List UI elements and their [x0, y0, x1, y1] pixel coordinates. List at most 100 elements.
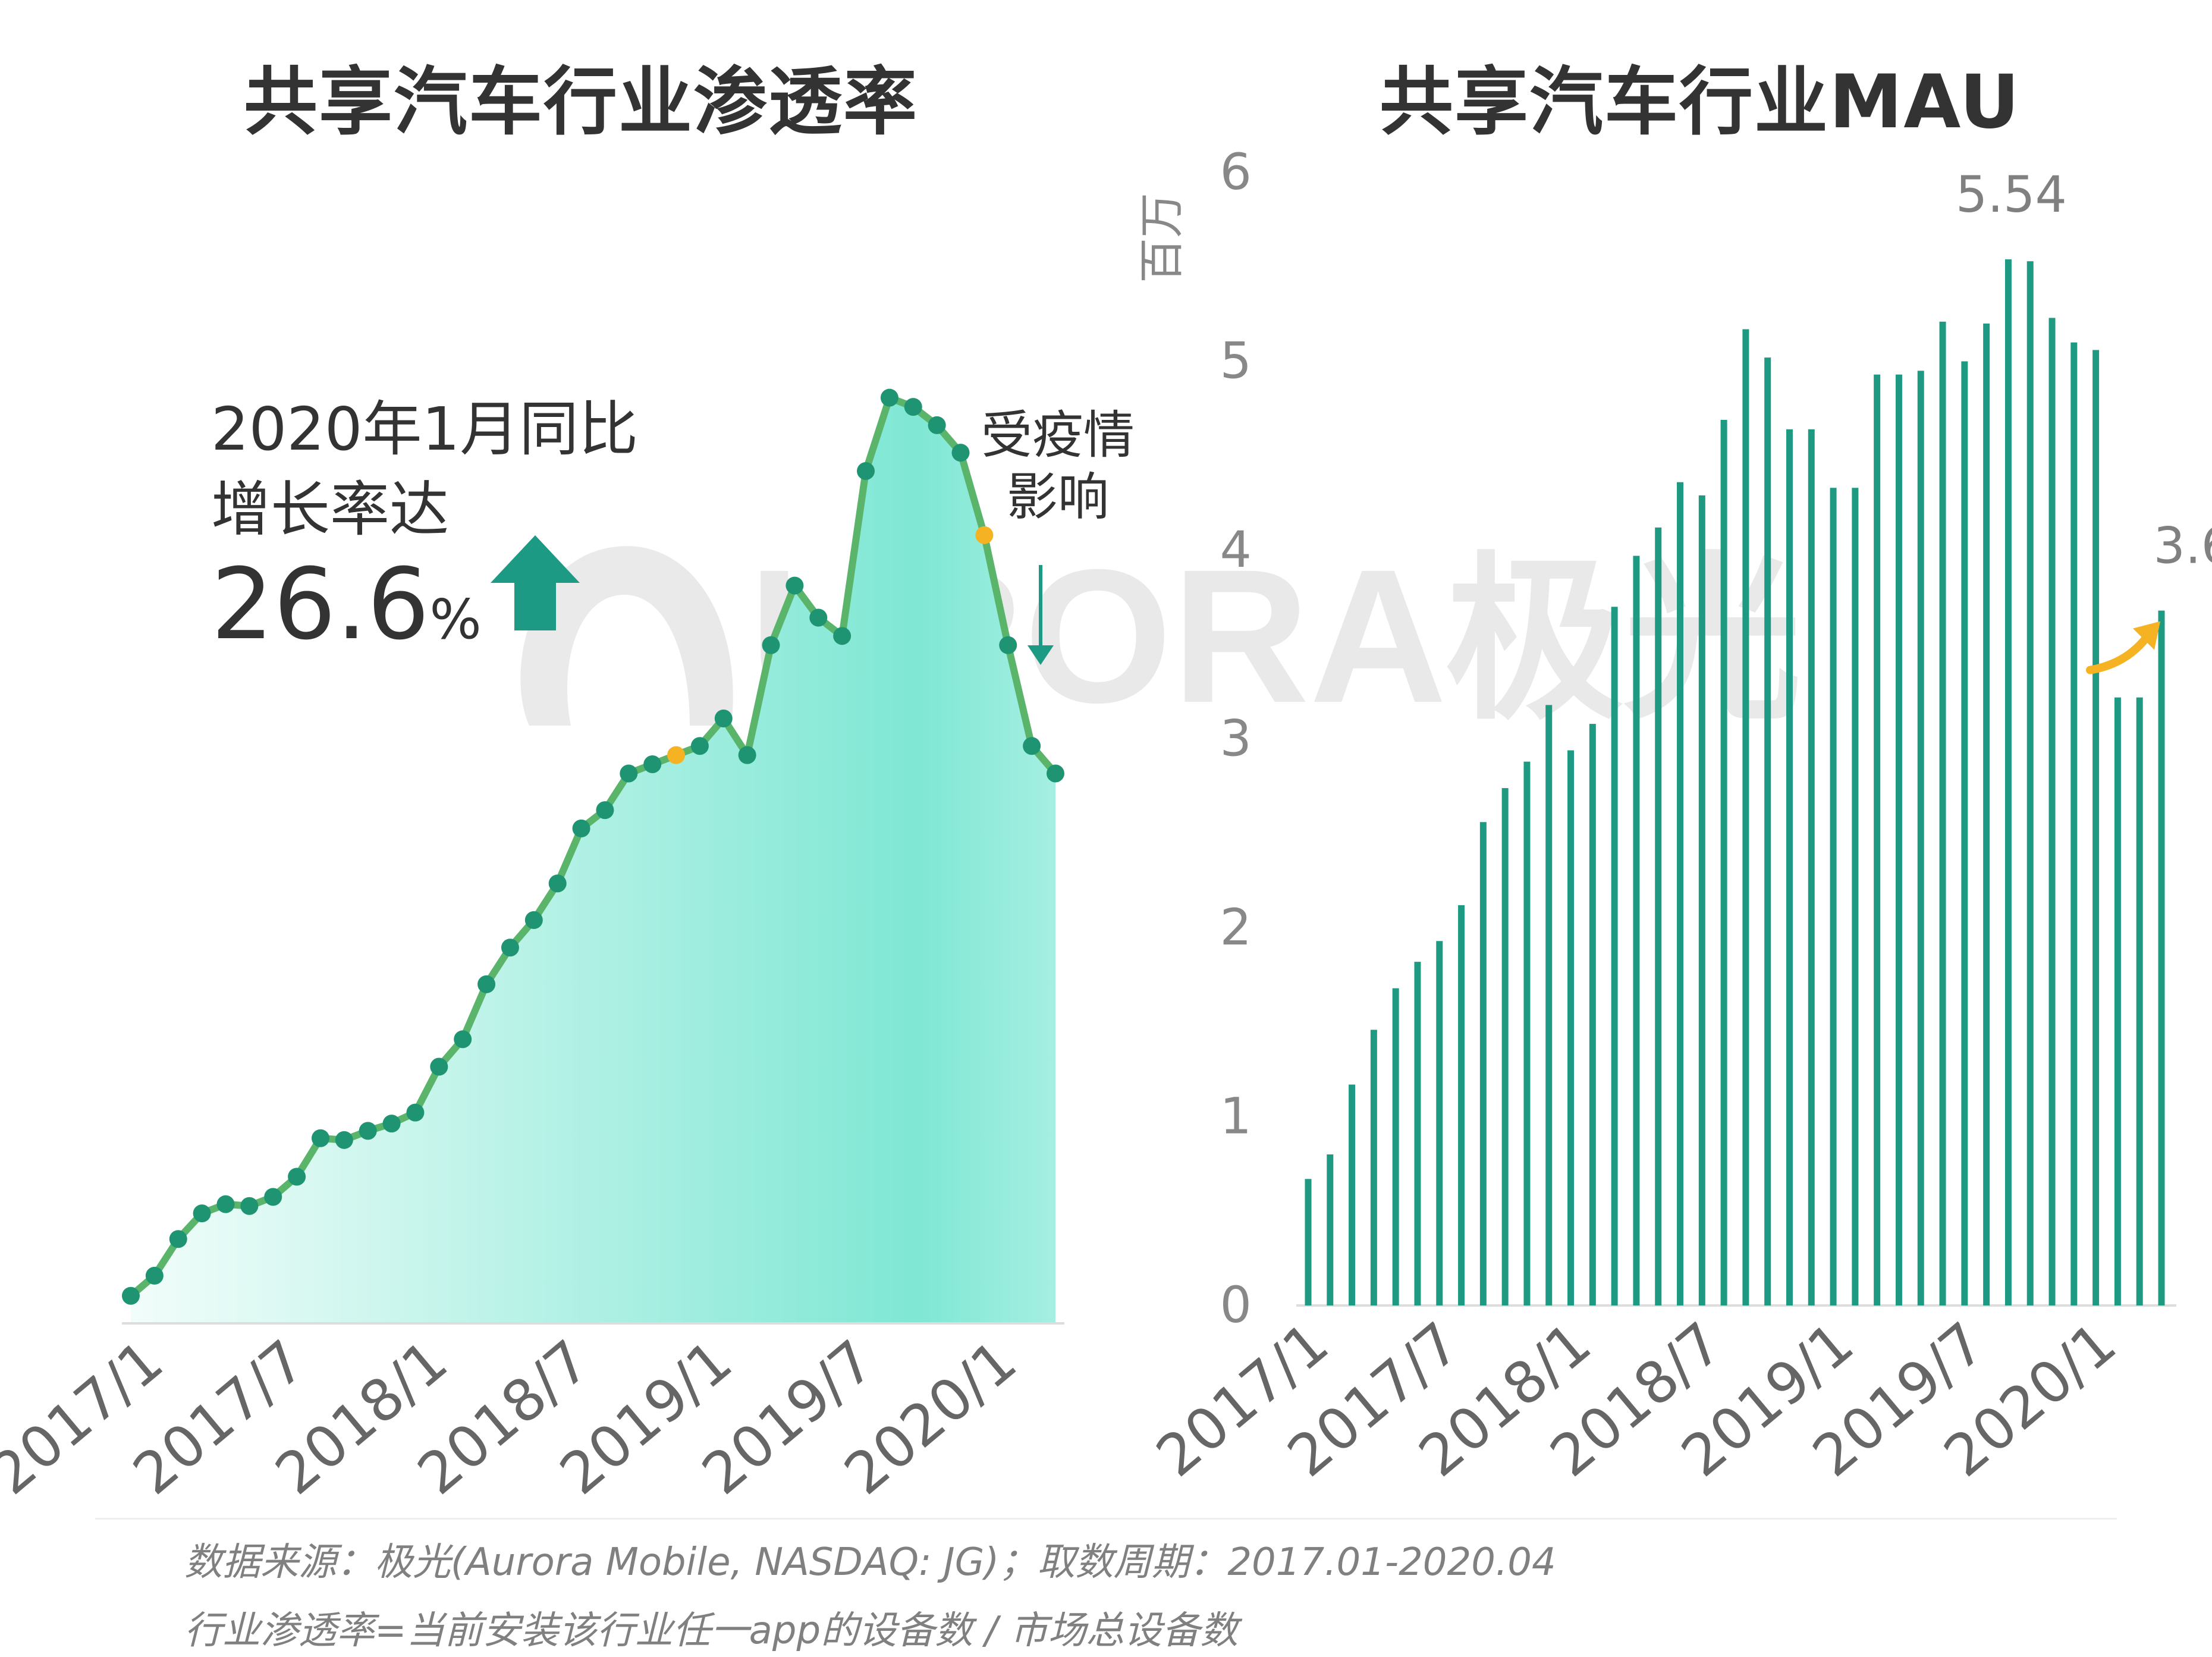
data-point	[548, 874, 567, 893]
mau-bar	[1764, 357, 1771, 1305]
aurora-logo-icon	[520, 546, 733, 726]
yoy-growth-label-line2: 增长率达	[211, 475, 449, 544]
data-point	[785, 576, 804, 595]
trend-up-arrow-icon	[2086, 633, 2151, 674]
mau-bar	[1370, 1030, 1377, 1305]
data-point	[643, 755, 662, 774]
mau-bar	[1458, 905, 1465, 1305]
mau-bar	[2048, 318, 2056, 1305]
data-point	[928, 416, 946, 434]
mau-bar	[2158, 610, 2165, 1305]
data-point	[169, 1230, 187, 1248]
mau-bar	[2114, 697, 2121, 1305]
covid-impact-line2: 影响	[1007, 467, 1109, 527]
covid-impact-note: 受疫情 影响	[981, 404, 1135, 528]
mau-bar	[1786, 429, 1793, 1305]
data-point	[311, 1129, 329, 1147]
data-point	[762, 636, 780, 654]
mau-chart-panel: 共享汽车行业MAU 0123456百万5.543.682017/12017/72…	[1106, 0, 2212, 1523]
data-point	[193, 1204, 211, 1223]
penetration-chart-panel: 共享汽车行业渗透率 2017/1 2017/7 2018/1 2018/7 2019/1…	[0, 0, 1135, 1523]
data-point	[572, 819, 590, 837]
data-point	[145, 1266, 164, 1285]
mau-bar	[1983, 324, 1990, 1305]
svg-text:极光: 极光	[1445, 536, 1802, 744]
mau-bar	[1633, 556, 1640, 1305]
mau-bar	[1305, 1179, 1312, 1305]
data-point	[122, 1286, 140, 1305]
data-point	[240, 1197, 259, 1215]
yoy-growth-label-line1: 2020年1月同比	[211, 394, 639, 464]
mau-bar	[2092, 350, 2100, 1306]
data-point	[596, 801, 614, 820]
y-tick-label: 3	[1220, 710, 1252, 768]
trend-up-arrowhead-icon	[2133, 621, 2160, 650]
y-tick-label: 2	[1220, 898, 1252, 956]
mau-bar	[1961, 361, 1968, 1305]
highlight-point	[667, 746, 686, 764]
mau-bar	[1414, 962, 1421, 1305]
penetration-series-line	[128, 394, 1058, 1299]
data-point	[1047, 764, 1064, 783]
mau-bar-chart: 0123456百万5.543.682017/12017/72018/12018/…	[1135, 143, 2212, 1490]
mau-bar	[2026, 261, 2034, 1306]
data-point	[501, 939, 519, 957]
mau-bar	[1698, 495, 1705, 1305]
mau-bar	[1327, 1154, 1334, 1305]
data-point	[880, 388, 898, 407]
data-point	[524, 911, 543, 929]
mau-bar	[1479, 822, 1487, 1305]
data-point	[1023, 737, 1041, 755]
mau-bar	[1655, 527, 1662, 1305]
mau-bar	[1742, 329, 1749, 1305]
data-point	[216, 1195, 235, 1213]
data-point	[951, 444, 970, 462]
data-point	[690, 737, 709, 755]
data-point	[264, 1188, 282, 1206]
data-point	[857, 462, 875, 480]
data-point	[288, 1168, 306, 1186]
data-point	[359, 1122, 377, 1140]
penetration-area-chart: 2017/12017/72018/12018/72019/12019/72020…	[0, 388, 1064, 1508]
mau-bar	[1939, 321, 1946, 1306]
penetration-area-fill	[131, 397, 1055, 1323]
data-point	[406, 1103, 425, 1122]
mau-bar	[1523, 761, 1531, 1305]
growth-arrow-layer	[491, 535, 1054, 665]
yoy-growth-number: 26.6	[211, 547, 430, 661]
mau-bar	[1436, 941, 1443, 1305]
mau-bar	[1611, 607, 1618, 1305]
mau-bar	[1830, 488, 1837, 1305]
footer-source: 数据来源：极光(Aurora Mobile, NASDAQ: JG)；取数周期：…	[184, 1540, 1556, 1584]
data-point	[335, 1131, 353, 1149]
mau-bar	[2070, 342, 2078, 1305]
covid-impact-line1: 受疫情	[981, 406, 1135, 465]
mau-bar	[2136, 697, 2143, 1305]
data-point	[999, 636, 1017, 654]
bar-data-label: 3.68	[2153, 517, 2212, 575]
mau-bar	[1545, 705, 1553, 1305]
mau-bar	[1392, 988, 1399, 1305]
yoy-growth-value: 26.6%	[211, 547, 482, 661]
y-tick-label: 4	[1220, 520, 1252, 579]
up-arrow-icon	[491, 535, 580, 630]
y-tick-label: 5	[1220, 332, 1252, 390]
mau-bar	[1349, 1084, 1356, 1305]
y-axis-unit: 百万	[1135, 193, 1188, 283]
mau-bar	[1567, 750, 1575, 1305]
data-point	[714, 710, 733, 727]
highlight-point	[975, 526, 994, 544]
mau-bar	[1874, 374, 1881, 1305]
y-tick-label: 1	[1220, 1087, 1252, 1146]
data-point	[738, 746, 756, 764]
bar-data-label: 5.54	[1956, 165, 2067, 224]
footer-divider	[95, 1518, 2117, 1520]
mau-bar	[1677, 482, 1684, 1306]
data-point	[454, 1030, 472, 1049]
data-point	[620, 764, 638, 783]
mau-bar	[1852, 488, 1859, 1305]
mau-chart-title: 共享汽车行业MAU	[1380, 59, 2021, 145]
data-point	[809, 608, 828, 627]
down-arrow-icon	[1028, 565, 1054, 665]
mau-bar	[1895, 374, 1902, 1305]
